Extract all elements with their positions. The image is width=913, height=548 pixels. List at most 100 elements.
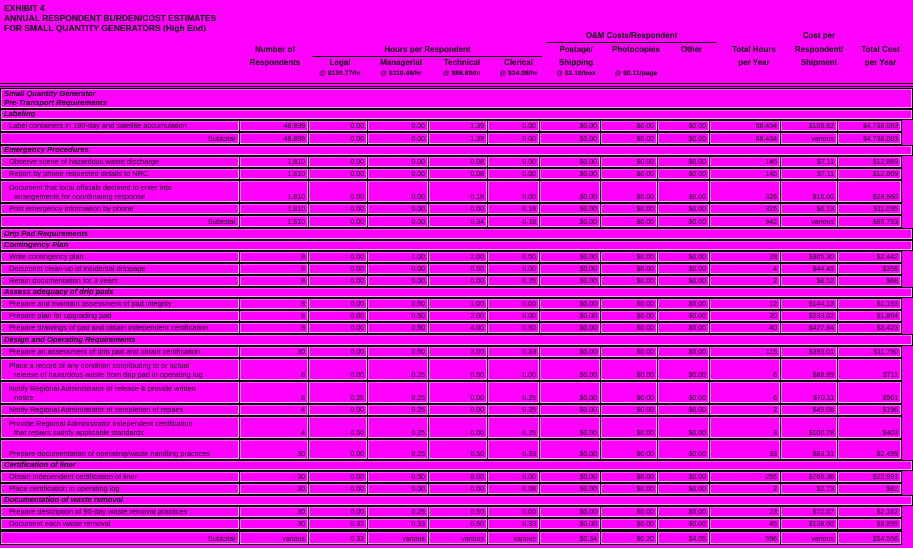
- row-label: Prepare drawings of pad and obtain indep…: [0, 322, 240, 334]
- cell-postage-cost: $0.00: [539, 215, 601, 228]
- cell-total-hours: 4: [709, 263, 781, 275]
- burden-cost-table: Small Quantity Generator Pre-Transport Re…: [0, 88, 913, 545]
- cell-other-cost: $0.00: [657, 381, 710, 404]
- cell-num-respondents: 8: [239, 298, 309, 310]
- cell-technical-hours: various: [428, 530, 488, 545]
- table-row: Prepare and maintain assessment of pad i…: [0, 298, 913, 310]
- table-row: Place certification in operating log 30 0.…: [0, 483, 913, 495]
- cell-postage-cost: $0.00: [539, 358, 601, 381]
- cell-total-hours: 40: [709, 322, 781, 334]
- cell-num-respondents: 1,810: [239, 180, 309, 203]
- cell-other-cost: $0.00: [657, 358, 710, 381]
- cell-postage-cost: $0.00: [539, 180, 601, 203]
- cell-technical-hours: 1.39: [428, 120, 488, 132]
- cell-legal-hours: 0.00: [308, 310, 368, 322]
- cell-postage-cost: $0.00: [539, 439, 601, 460]
- cell-technical-hours: 4.00: [428, 322, 488, 334]
- cell-photocopies-cost: $0.00: [600, 471, 658, 483]
- cell-technical-hours: 0.34: [428, 215, 488, 228]
- cell-legal-hours: 0.00: [308, 322, 368, 334]
- rate-technical: @ $88.89/hr: [443, 70, 481, 77]
- cell-postage-cost: $0.00: [539, 263, 601, 275]
- cell-managerial-hours: 0.25: [367, 358, 429, 381]
- cell-total-cost: $3,423: [837, 322, 902, 334]
- cell-technical-hours: 0.00: [428, 381, 488, 404]
- cell-technical-hours: 0.50: [428, 506, 488, 518]
- rate-managerial: @ $110.48/hr: [380, 70, 422, 77]
- header-postage-line1: Postage/: [559, 45, 593, 54]
- section-band-row: Small Quantity Generator Pre-Transport Re…: [0, 88, 913, 109]
- cell-total-hours: 45: [709, 518, 781, 530]
- cell-total-cost: $196: [837, 404, 902, 416]
- cell-other-cost: $0.00: [657, 168, 710, 180]
- cell-clerical-hours: 0.18: [487, 215, 540, 228]
- cell-total-hours: 596: [709, 530, 781, 545]
- cell-clerical-hours: 0.18: [487, 203, 540, 215]
- cell-other-cost: $0.00: [657, 275, 710, 287]
- cell-total-hours: 2: [709, 483, 781, 495]
- cell-num-respondents: 4: [239, 416, 309, 439]
- cell-managerial-hours: 0.00: [367, 132, 429, 145]
- table-row: Label containers in 180-day and satellit…: [0, 120, 913, 132]
- cell-num-respondents: 8: [239, 381, 309, 404]
- cell-total-cost: $356: [837, 263, 902, 275]
- table-row: Prepare documentation of operating/waste…: [0, 439, 913, 460]
- row-label: Notify Regional Administrator of release…: [0, 381, 240, 404]
- row-label: Report by phone requested details to NRC: [0, 168, 240, 180]
- cell-technical-hours: 0.50: [428, 358, 488, 381]
- header-technical: Technical: [443, 58, 481, 67]
- cell-total-hours: 326: [709, 180, 781, 203]
- header-divider-rule: [0, 83, 913, 87]
- cell-clerical-hours: 0.33: [487, 518, 540, 530]
- cell-postage-cost: $0.00: [539, 156, 601, 168]
- cell-other-cost: $0.00: [657, 346, 710, 358]
- cell-postage-cost: $0.00: [539, 483, 601, 495]
- cell-num-respondents: 8: [239, 322, 309, 334]
- cell-cost-per-respondent: $44.45: [780, 263, 838, 275]
- row-label: Place a record of any condition contribu…: [0, 358, 240, 381]
- table-row: Write contingency plan 8 0.00 1.00 2.00 0.50 $…: [0, 251, 913, 263]
- cell-postage-cost: $0.00: [539, 416, 601, 439]
- cell-total-hours: 68,434: [709, 120, 781, 132]
- cell-other-cost: $0.00: [657, 215, 710, 228]
- cell-managerial-hours: 0.00: [367, 275, 429, 287]
- table-row: Retain documentation for 3 years 8 0.00 0.0…: [0, 275, 913, 287]
- header-other: Other: [680, 45, 703, 54]
- cell-photocopies-cost: $0.00: [600, 156, 658, 168]
- cell-legal-hours: 0.00: [308, 346, 368, 358]
- subsection-title: Certification of liner: [0, 460, 913, 471]
- cell-technical-hours: 0.00: [428, 416, 488, 439]
- row-label: Subtotal: [0, 215, 240, 228]
- cell-clerical-hours: 0.00: [487, 310, 540, 322]
- cell-num-respondents: various: [239, 530, 309, 545]
- table-row: Post emergency information by phone 1,810…: [0, 203, 913, 215]
- cell-clerical-hours: 0.00: [487, 156, 540, 168]
- cell-photocopies-cost: $0.00: [600, 203, 658, 215]
- cell-managerial-hours: 0.50: [367, 310, 429, 322]
- cell-postage-cost: $0.00: [539, 310, 601, 322]
- cell-legal-hours: 0.00: [308, 298, 368, 310]
- row-label: Observe scene of hazardous waste dischar…: [0, 156, 240, 168]
- header-cost-per-line3: Shipment: [800, 58, 838, 67]
- cell-postage-cost: $0.00: [539, 168, 601, 180]
- cell-managerial-hours: 0.00: [367, 483, 429, 495]
- cell-postage-cost: $0.00: [539, 471, 601, 483]
- row-label: Obtain independent certification of line…: [0, 471, 240, 483]
- cell-clerical-hours: 0.25: [487, 381, 540, 404]
- header-photocopies: Photocopies: [611, 45, 660, 54]
- cell-legal-hours: 0.33: [308, 530, 368, 545]
- cell-other-cost: $4.05: [657, 530, 710, 545]
- row-label: Retain documentation for 3 years: [0, 275, 240, 287]
- cell-total-hours: 23: [709, 506, 781, 518]
- header-hours-group: Hours per Respondent: [384, 45, 471, 54]
- subsection-header-row: Documentation of waste removal: [0, 495, 913, 506]
- row-label: Prepare an assessment of drip pad and ob…: [0, 346, 240, 358]
- row-label: Document each waste removal: [0, 518, 240, 530]
- cell-total-hours: 12: [709, 298, 781, 310]
- cell-clerical-hours: 0.50: [487, 322, 540, 334]
- header-cost-per-line1: Cost per: [802, 31, 836, 40]
- cell-clerical-hours: 0.08: [487, 483, 540, 495]
- cell-clerical-hours: 0.00: [487, 120, 540, 132]
- cell-managerial-hours: 0.25: [367, 439, 429, 460]
